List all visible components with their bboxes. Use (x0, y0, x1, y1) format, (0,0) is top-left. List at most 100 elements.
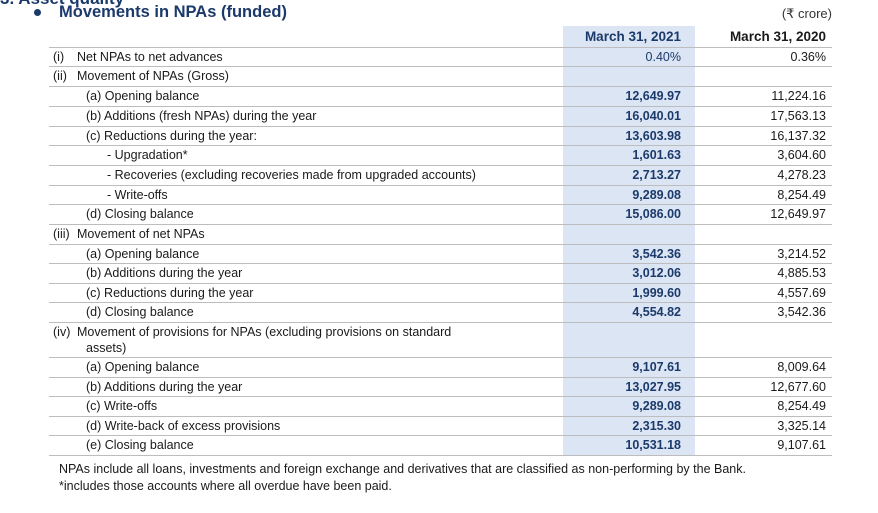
value-2021: 2,713.27 (632, 168, 681, 182)
row-divider (49, 66, 832, 67)
row-divider (49, 126, 832, 127)
table-row: (d) Write-back of excess provisions 2,315… (49, 417, 832, 436)
value-2020: 9,107.61 (777, 438, 826, 452)
value-2020: 3,542.36 (777, 305, 826, 319)
row-label: (iii) Movement of net NPAs (53, 227, 205, 241)
table-row: - Upgradation* 1,601.63 3,604.60 (49, 146, 832, 165)
table-row: (c) Write-offs 9,289.08 8,254.49 (49, 397, 832, 416)
table-row: (d) Closing balance 15,086.00 12,649.97 (49, 205, 832, 224)
value-2020: 11,224.16 (771, 89, 826, 103)
row-text: (c) Write-offs (86, 399, 158, 413)
value-2021: 0.40% (645, 50, 681, 64)
row-divider (49, 322, 832, 323)
column-header-2021: March 31, 2021 (584, 29, 681, 44)
row-divider (49, 357, 832, 358)
row-divider (49, 435, 832, 436)
row-label: (b) Additions (fresh NPAs) during the ye… (86, 109, 316, 123)
row-text: (a) Opening balance (86, 247, 200, 261)
value-2021: 2,315.30 (632, 419, 681, 433)
row-number: (i) (53, 50, 65, 64)
row-text: (d) Closing balance (86, 305, 194, 319)
current-year-column-highlight (563, 26, 695, 456)
value-2021: 9,107.61 (632, 360, 681, 374)
value-2021: 12,649.97 (625, 89, 681, 103)
row-divider (49, 283, 832, 284)
table-row: (b) Additions during the year 3,012.06 4,8… (49, 264, 832, 283)
value-2021: 15,086.00 (625, 207, 681, 221)
value-2020: 8,254.49 (777, 399, 826, 413)
row-label: (e) Closing balance (86, 438, 194, 452)
row-text: (c) Reductions during the year: (86, 129, 257, 143)
row-divider (49, 377, 832, 378)
value-2021: 10,531.18 (625, 438, 681, 452)
row-divider (49, 263, 832, 264)
row-divider (49, 145, 832, 146)
row-label: (d) Write-back of excess provisions (86, 419, 280, 433)
footnote-upgradation: *includes those accounts where all overd… (59, 479, 392, 493)
row-label: (i) Net NPAs to net advances (53, 50, 223, 64)
row-label: - Recoveries (excluding recoveries made … (107, 168, 476, 182)
cut-off-heading: 3. Asset quality (0, 0, 124, 9)
row-text: - Write-offs (107, 188, 168, 202)
value-2020: 8,254.49 (777, 188, 826, 202)
value-2020: 0.36% (790, 50, 826, 64)
row-text: Movement of provisions for NPAs (excludi… (77, 325, 452, 339)
value-2021: 1,601.63 (632, 148, 681, 162)
row-text: - Recoveries (excluding recoveries made … (107, 168, 476, 182)
row-divider (49, 302, 832, 303)
row-label: (a) Opening balance (86, 247, 199, 261)
table-row: (iv) Movement of provisions for NPAs (exc… (49, 323, 832, 355)
row-divider (49, 185, 832, 186)
value-2020: 12,677.60 (770, 380, 826, 394)
row-label: (ii) Movement of NPAs (Gross) (53, 69, 229, 83)
row-divider (49, 396, 832, 397)
table-row: - Recoveries (excluding recoveries made … (49, 166, 832, 185)
row-number: (iii) (53, 227, 70, 241)
column-header-2020: March 31, 2020 (729, 29, 826, 44)
row-text: Movement of net NPAs (77, 227, 205, 241)
row-divider (49, 416, 832, 417)
row-divider (49, 106, 832, 107)
row-text: Net NPAs to net advances (77, 50, 223, 64)
table-row: (iii) Movement of net NPAs (49, 225, 832, 244)
row-label: (b) Additions during the year (86, 380, 242, 394)
row-divider (49, 165, 832, 166)
row-divider (49, 244, 832, 245)
row-label: (a) Opening balance (86, 360, 199, 374)
row-divider (49, 224, 832, 225)
table-row: (a) Opening balance 9,107.61 8,009.64 (49, 358, 832, 377)
row-number: (iv) (53, 325, 71, 339)
value-2021: 13,027.95 (625, 380, 681, 394)
row-text: Movement of NPAs (Gross) (77, 69, 229, 83)
row-text: (d) Closing balance (86, 207, 194, 221)
value-2020: 16,137.32 (770, 129, 826, 143)
row-label: (b) Additions during the year (86, 266, 242, 280)
table-row: (a) Opening balance 12,649.97 11,224.16 (49, 87, 832, 106)
row-label: - Upgradation* (107, 148, 188, 162)
row-label: (iv) Movement of provisions for NPAs (exc… (53, 325, 451, 339)
table-row: (ii) Movement of NPAs (Gross) (49, 67, 832, 86)
section-title: Movements in NPAs (funded) (59, 3, 287, 21)
row-text: (b) Additions during the year (86, 380, 243, 394)
value-2021: 9,289.08 (632, 188, 681, 202)
row-text: (d) Write-back of excess provisions (86, 419, 281, 433)
table-row: - Write-offs 9,289.08 8,254.49 (49, 186, 832, 205)
row-number: (ii) (53, 69, 67, 83)
row-divider (49, 204, 832, 205)
value-2021: 3,542.36 (632, 247, 681, 261)
table-row: (e) Closing balance 10,531.18 9,107.61 (49, 436, 832, 455)
value-2021: 9,289.08 (632, 399, 681, 413)
row-divider (49, 47, 832, 48)
row-text: - Upgradation* (107, 148, 188, 162)
table-row: (a) Opening balance 3,542.36 3,214.52 (49, 245, 832, 264)
row-divider (49, 455, 832, 456)
row-text: (a) Opening balance (86, 360, 200, 374)
value-2020: 3,604.60 (777, 148, 826, 162)
value-2020: 4,557.69 (777, 286, 826, 300)
row-text: (e) Closing balance (86, 438, 194, 452)
row-label: (d) Closing balance (86, 305, 194, 319)
row-text: (b) Additions during the year (86, 266, 243, 280)
row-label: (c) Reductions during the year: (86, 129, 257, 143)
unit-label: (₹ crore) (781, 6, 832, 21)
row-text: (b) Additions (fresh NPAs) during the ye… (86, 109, 317, 123)
